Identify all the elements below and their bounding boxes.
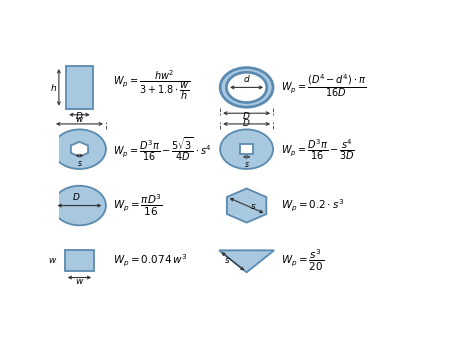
Bar [66,66,93,109]
Text: $W_p = \dfrac{D^3\pi}{16} - \dfrac{5\sqrt{3}}{4D} \cdot s^4$: $W_p = \dfrac{D^3\pi}{16} - \dfrac{5\sqr… [112,135,211,163]
Circle shape [53,186,106,225]
Text: $W_p = \dfrac{\pi D^3}{16}$: $W_p = \dfrac{\pi D^3}{16}$ [112,193,163,218]
Text: $W_p = \dfrac{(D^4 - d^4) \cdot \pi}{16D}$: $W_p = \dfrac{(D^4 - d^4) \cdot \pi}{16D… [282,73,367,99]
Polygon shape [227,188,266,223]
Circle shape [53,129,106,169]
Bar [240,144,253,154]
Circle shape [220,67,273,107]
Polygon shape [219,250,274,272]
Text: $W_p = 0.074\, w^3$: $W_p = 0.074\, w^3$ [112,253,187,268]
Text: $s$: $s$ [224,256,230,265]
Circle shape [227,72,267,102]
Text: $w$: $w$ [75,115,84,124]
Text: $s$: $s$ [250,202,257,212]
Text: $d$: $d$ [243,73,250,84]
Text: $D$: $D$ [242,117,251,128]
Text: $s$: $s$ [76,159,82,168]
Text: $w$: $w$ [75,277,84,286]
Text: $W_p = \dfrac{D^3\pi}{16} - \dfrac{s^4}{3D}$: $W_p = \dfrac{D^3\pi}{16} - \dfrac{s^4}{… [282,137,355,162]
Text: $s$: $s$ [244,160,249,169]
Bar [65,250,94,272]
Text: $W_p = 0.2 \cdot s^3$: $W_p = 0.2 \cdot s^3$ [282,197,345,214]
Text: $h$: $h$ [50,82,57,93]
Text: $W_p = \dfrac{s^3}{20}$: $W_p = \dfrac{s^3}{20}$ [282,248,325,273]
Polygon shape [71,142,88,157]
Circle shape [220,129,273,169]
Text: $D$: $D$ [242,109,251,121]
Text: $D$: $D$ [72,191,80,202]
Text: $D$: $D$ [75,109,84,121]
Text: $W_p = \dfrac{hw^2}{3 + 1.8 \cdot \dfrac{w}{h}}$: $W_p = \dfrac{hw^2}{3 + 1.8 \cdot \dfrac… [112,68,190,102]
Text: $w$: $w$ [47,256,57,265]
